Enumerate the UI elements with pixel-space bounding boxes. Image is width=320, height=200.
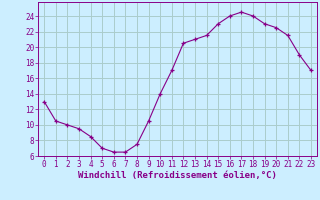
X-axis label: Windchill (Refroidissement éolien,°C): Windchill (Refroidissement éolien,°C) xyxy=(78,171,277,180)
